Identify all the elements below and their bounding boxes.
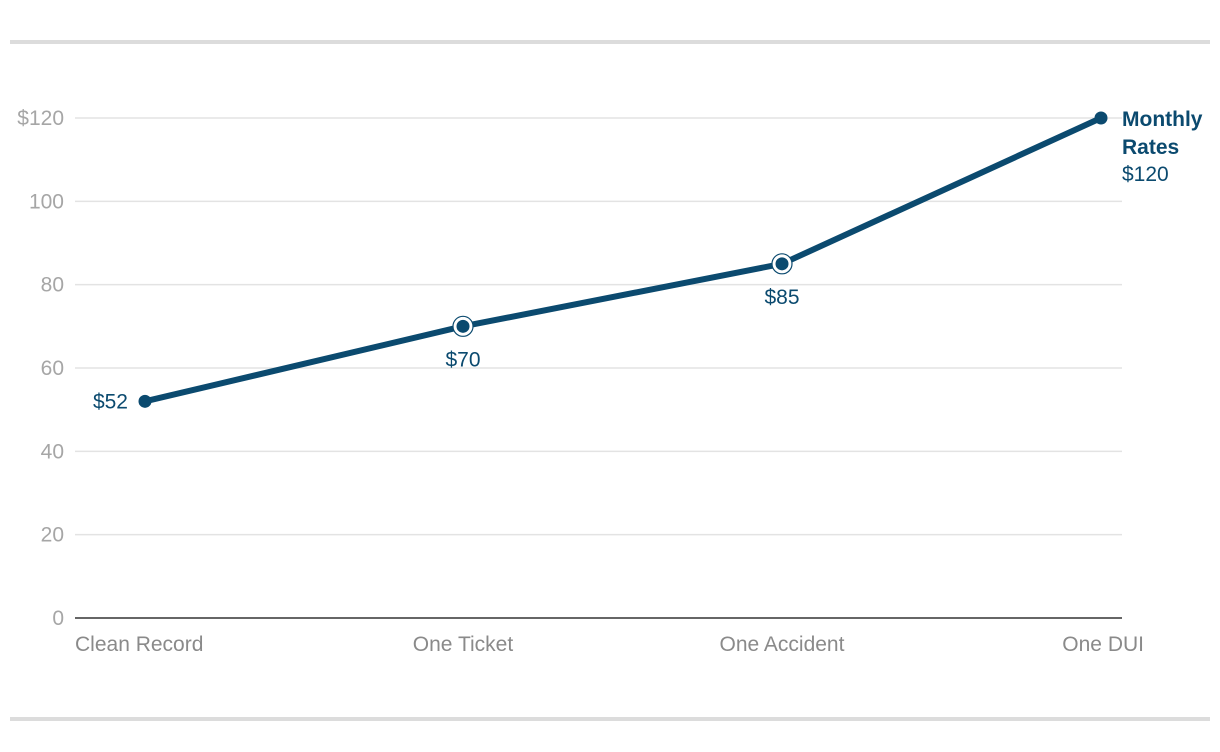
data-point — [775, 257, 789, 271]
data-points — [138, 111, 1108, 408]
gridlines — [75, 117, 1122, 536]
y-tick-label: 40 — [41, 440, 64, 463]
x-tick-label: Clean Record — [75, 633, 203, 656]
y-tick-label: 100 — [29, 190, 64, 213]
y-tick-label: 80 — [41, 274, 64, 297]
top-divider — [10, 40, 1210, 44]
data-labels: $52 $70 $85 $120 — [93, 163, 1169, 413]
data-point — [456, 319, 470, 333]
data-label: $70 — [445, 348, 480, 371]
data-point — [1094, 111, 1108, 125]
series-line-monthly-rates — [142, 115, 1104, 405]
x-tick-label: One Ticket — [413, 633, 514, 656]
data-label: $52 — [93, 390, 128, 413]
bottom-divider — [10, 717, 1210, 721]
x-tick-label: One Accident — [720, 633, 845, 656]
x-tick-label: One DUI — [1062, 633, 1144, 656]
y-axis-ticks: 0 20 40 60 80 100 $120 — [17, 107, 64, 630]
data-point — [138, 394, 152, 408]
y-tick-label: $120 — [17, 107, 64, 130]
x-axis-ticks: Clean Record One Ticket One Accident One DU… — [75, 633, 1144, 656]
series-name-label: Monthly — [1122, 108, 1203, 131]
series-name-label: Rates — [1122, 136, 1179, 159]
y-tick-label: 20 — [41, 524, 64, 547]
y-tick-label: 0 — [52, 607, 64, 630]
y-tick-label: 60 — [41, 357, 64, 380]
data-label: $85 — [764, 286, 799, 309]
data-label: $120 — [1122, 163, 1169, 186]
series-label: Monthly Rates — [1122, 108, 1203, 159]
